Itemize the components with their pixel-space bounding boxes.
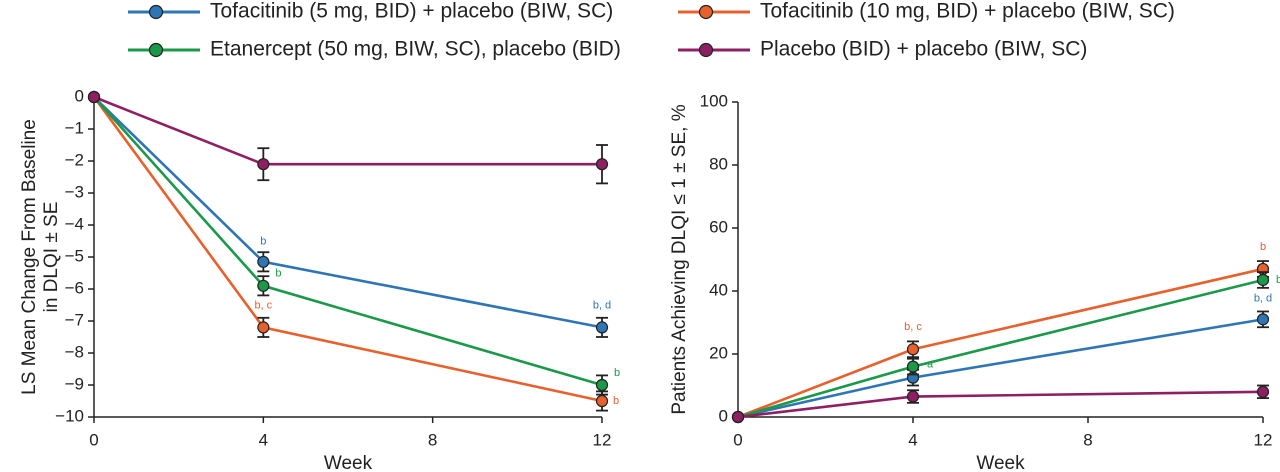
y-tick-label: 0 <box>719 406 728 425</box>
y-tick-label: 40 <box>709 280 728 299</box>
series-line <box>737 318 1264 419</box>
y-tick-label: −3 <box>65 182 84 201</box>
data-point <box>1256 385 1270 398</box>
x-tick-label: 8 <box>428 430 437 449</box>
y-tick-label: −8 <box>65 342 84 361</box>
x-tick-label: 12 <box>593 430 612 449</box>
data-point <box>87 90 101 104</box>
y-tick-label: 80 <box>709 154 728 173</box>
y-tick-label: −6 <box>65 278 84 297</box>
legend-label: Tofacitinib (5 mg, BID) + placebo (BIW, … <box>210 0 613 23</box>
point-annotation: b <box>1276 274 1280 286</box>
data-point <box>257 321 270 334</box>
legend-label: Etanercept (50 mg, BIW, SC), placebo (BI… <box>210 38 621 61</box>
y-tick-label: −7 <box>65 310 84 329</box>
legend-marker <box>148 4 164 20</box>
y-tick-label: −4 <box>65 214 84 233</box>
y-tick-label: 0 <box>75 86 84 105</box>
y-axis-label: Patients Achieving DLQI ≤ 1 ± SE, % <box>669 104 690 414</box>
legend-marker <box>698 42 714 58</box>
data-point <box>257 255 270 268</box>
point-annotation: b <box>1260 241 1266 253</box>
series-line <box>93 96 603 329</box>
y-axis-label: LS Mean Change From Baseline <box>19 119 40 395</box>
x-tick-label: 0 <box>733 430 742 449</box>
data-point <box>906 360 920 373</box>
data-point <box>595 394 609 408</box>
y-tick-label: −2 <box>65 150 84 169</box>
legend-label: Placebo (BID) + placebo (BIW, SC) <box>760 38 1087 61</box>
y-tick-label: −10 <box>55 406 84 425</box>
y-tick-label: 60 <box>709 217 728 236</box>
y-tick-label: 20 <box>709 343 728 362</box>
data-point <box>906 390 920 403</box>
x-tick-label: 0 <box>89 430 98 449</box>
x-axis-label: Week <box>324 453 373 472</box>
point-annotation: b <box>260 236 266 248</box>
data-point <box>731 410 745 424</box>
x-tick-label: 4 <box>259 430 268 449</box>
series-line <box>93 96 603 387</box>
data-point <box>1256 313 1270 326</box>
series-line <box>92 96 603 403</box>
y-tick-label: −1 <box>65 118 84 137</box>
data-point <box>595 158 609 171</box>
point-annotation: b, c <box>904 321 922 333</box>
point-annotation: a <box>927 359 934 371</box>
legend-label: Tofacitinib (10 mg, BID) + placebo (BIW,… <box>760 0 1175 23</box>
point-annotation: b <box>614 367 620 379</box>
y-axis-label: in DLQI ± SE <box>41 202 62 313</box>
legend-marker <box>148 42 164 58</box>
x-tick-label: 12 <box>1254 430 1273 449</box>
data-point <box>595 378 609 392</box>
point-annotation: b, d <box>1254 292 1272 304</box>
x-tick-label: 4 <box>908 430 917 449</box>
data-point <box>595 321 609 334</box>
series-line <box>93 95 602 166</box>
data-point <box>257 158 270 171</box>
y-tick-label: −5 <box>65 246 84 265</box>
point-annotation: b, c <box>254 299 272 311</box>
point-annotation: b <box>613 395 619 407</box>
legend-marker <box>698 4 714 20</box>
y-tick-label: −9 <box>65 374 84 393</box>
data-point <box>1256 273 1270 287</box>
x-axis-label: Week <box>976 453 1025 472</box>
point-annotation: b <box>275 268 281 280</box>
data-point <box>257 279 270 292</box>
point-annotation: b, d <box>593 299 611 311</box>
x-tick-label: 8 <box>1083 430 1092 449</box>
data-point <box>906 343 920 356</box>
y-tick-label: 100 <box>700 91 728 110</box>
